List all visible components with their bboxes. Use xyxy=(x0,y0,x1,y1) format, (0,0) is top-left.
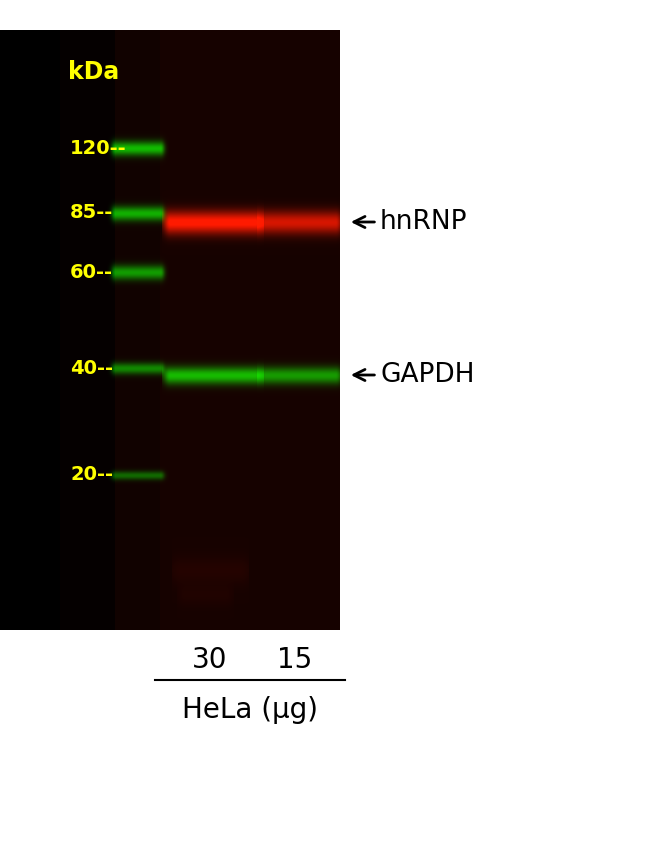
Text: 60--: 60-- xyxy=(70,263,113,282)
Text: 40--: 40-- xyxy=(70,359,113,377)
Text: kDa: kDa xyxy=(68,60,119,84)
Text: 30: 30 xyxy=(192,646,227,674)
Text: 20--: 20-- xyxy=(70,466,113,484)
Text: 15: 15 xyxy=(278,646,313,674)
Text: GAPDH: GAPDH xyxy=(354,362,474,388)
Text: 120--: 120-- xyxy=(70,138,127,158)
Text: hnRNP: hnRNP xyxy=(354,209,467,235)
Text: 85--: 85-- xyxy=(70,204,113,222)
Text: HeLa (μg): HeLa (μg) xyxy=(182,696,318,724)
